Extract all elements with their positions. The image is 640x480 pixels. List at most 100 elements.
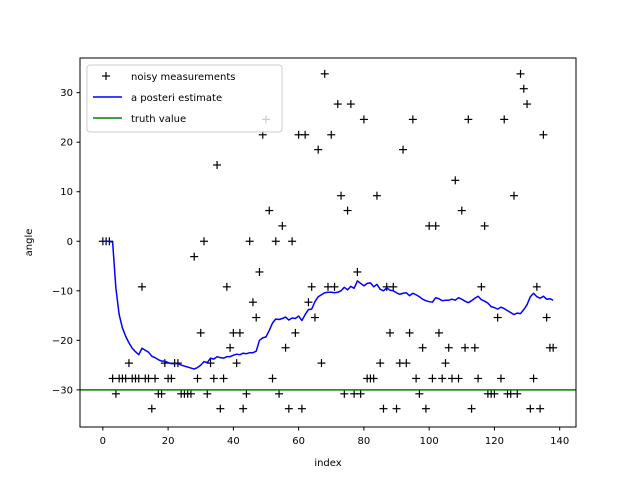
measurement-point — [186, 389, 195, 398]
measurement-point — [271, 237, 280, 246]
measurement-point — [415, 389, 424, 398]
x-tick-label: 120 — [485, 436, 504, 447]
measurement-point — [343, 206, 352, 215]
measurement-point — [474, 374, 483, 383]
measurement-point — [209, 374, 218, 383]
measurement-point — [206, 359, 215, 368]
measurement-point — [376, 359, 385, 368]
measurement-point — [242, 389, 251, 398]
measurement-point — [196, 328, 205, 337]
measurement-point — [372, 191, 381, 200]
measurement-point — [310, 313, 319, 322]
measurement-point — [392, 404, 401, 413]
measurement-point — [477, 282, 486, 291]
measurement-point — [297, 404, 306, 413]
measurement-point — [226, 343, 235, 352]
measurement-point — [291, 328, 300, 337]
measurement-point — [542, 313, 551, 322]
measurement-point — [461, 343, 470, 352]
measurement-point — [529, 374, 538, 383]
measurement-point — [516, 69, 525, 78]
x-tick-label: 0 — [100, 436, 106, 447]
measurement-point — [523, 100, 532, 109]
measurement-point — [493, 313, 502, 322]
measurement-point — [239, 404, 248, 413]
measurement-point — [519, 84, 528, 93]
measurement-point — [467, 404, 476, 413]
measurement-point — [408, 115, 417, 124]
y-axis-label: angle — [24, 229, 35, 257]
measurement-point — [441, 359, 450, 368]
measurement-point — [147, 404, 156, 413]
measurement-point — [418, 343, 427, 352]
measurement-point — [346, 100, 355, 109]
measurement-point — [399, 145, 408, 154]
legend-item-truth: truth value — [93, 114, 186, 125]
measurement-point — [444, 343, 453, 352]
measurement-point — [386, 328, 394, 337]
legend-item-noisy-measurements: noisy measurements — [102, 72, 236, 83]
x-tick-label: 100 — [420, 436, 439, 447]
measurement-point — [307, 282, 316, 291]
x-tick-label: 140 — [550, 436, 569, 447]
measurement-point — [111, 389, 120, 398]
measurement-point — [190, 252, 199, 261]
measurement-point — [248, 298, 257, 307]
measurement-point — [301, 130, 310, 139]
measurement-point — [421, 404, 430, 413]
measurement-point — [304, 298, 313, 307]
measurement-point — [500, 115, 509, 124]
legend-item-estimate: a posteri estimate — [93, 93, 222, 104]
measurement-point — [222, 282, 231, 291]
y-tick-label: 0 — [67, 237, 73, 248]
measurement-point — [457, 206, 466, 215]
measurement-point — [167, 374, 176, 383]
chart-axes: 0 20 40 60 80 100 120 140 −30 −20 −10 0 10 20 30 — [52, 57, 577, 447]
legend-label-truth: truth value — [131, 114, 186, 125]
measurement-point — [203, 389, 212, 398]
y-tick-label: 30 — [60, 88, 73, 99]
measurement-point — [539, 130, 548, 139]
legend-label-noisy-measurements: noisy measurements — [131, 72, 236, 83]
measurement-point — [526, 404, 535, 413]
measurement-point — [513, 389, 522, 398]
y-tick-label: −20 — [52, 336, 73, 347]
measurement-point — [275, 389, 284, 398]
measurement-point — [281, 343, 290, 352]
measurement-point — [438, 374, 447, 383]
measurement-point — [412, 374, 421, 383]
measurement-point — [536, 404, 545, 413]
measurement-point — [333, 100, 342, 109]
y-tick-label: 20 — [60, 138, 73, 149]
measurement-point — [265, 206, 274, 215]
measurement-point — [549, 343, 558, 352]
y-tick-label: 10 — [60, 187, 73, 198]
x-tick-label: 80 — [358, 436, 371, 447]
measurement-point — [138, 282, 146, 291]
measurement-point — [451, 176, 460, 185]
measurement-point — [480, 221, 489, 230]
measurement-point — [157, 389, 166, 398]
measurement-point — [496, 374, 505, 383]
measurement-point — [330, 282, 339, 291]
measurement-point — [470, 343, 479, 352]
measurement-point — [235, 328, 244, 337]
x-tick-label: 60 — [292, 436, 305, 447]
measurement-point — [219, 374, 228, 383]
measurement-point — [428, 374, 437, 383]
measurement-point — [379, 404, 388, 413]
measurement-point — [405, 328, 414, 337]
measurement-points — [98, 69, 558, 413]
measurement-point — [402, 359, 411, 368]
measurement-point — [284, 404, 293, 413]
measurement-point — [213, 160, 222, 169]
measurement-point — [268, 374, 277, 383]
measurement-point — [532, 282, 541, 291]
measurement-point — [317, 359, 326, 368]
measurement-point — [232, 359, 241, 368]
legend: noisy measurements a posteri estimate tr… — [86, 64, 283, 133]
measurement-point — [353, 267, 362, 276]
x-axis-label: index — [314, 458, 341, 469]
measurement-point — [356, 389, 365, 398]
